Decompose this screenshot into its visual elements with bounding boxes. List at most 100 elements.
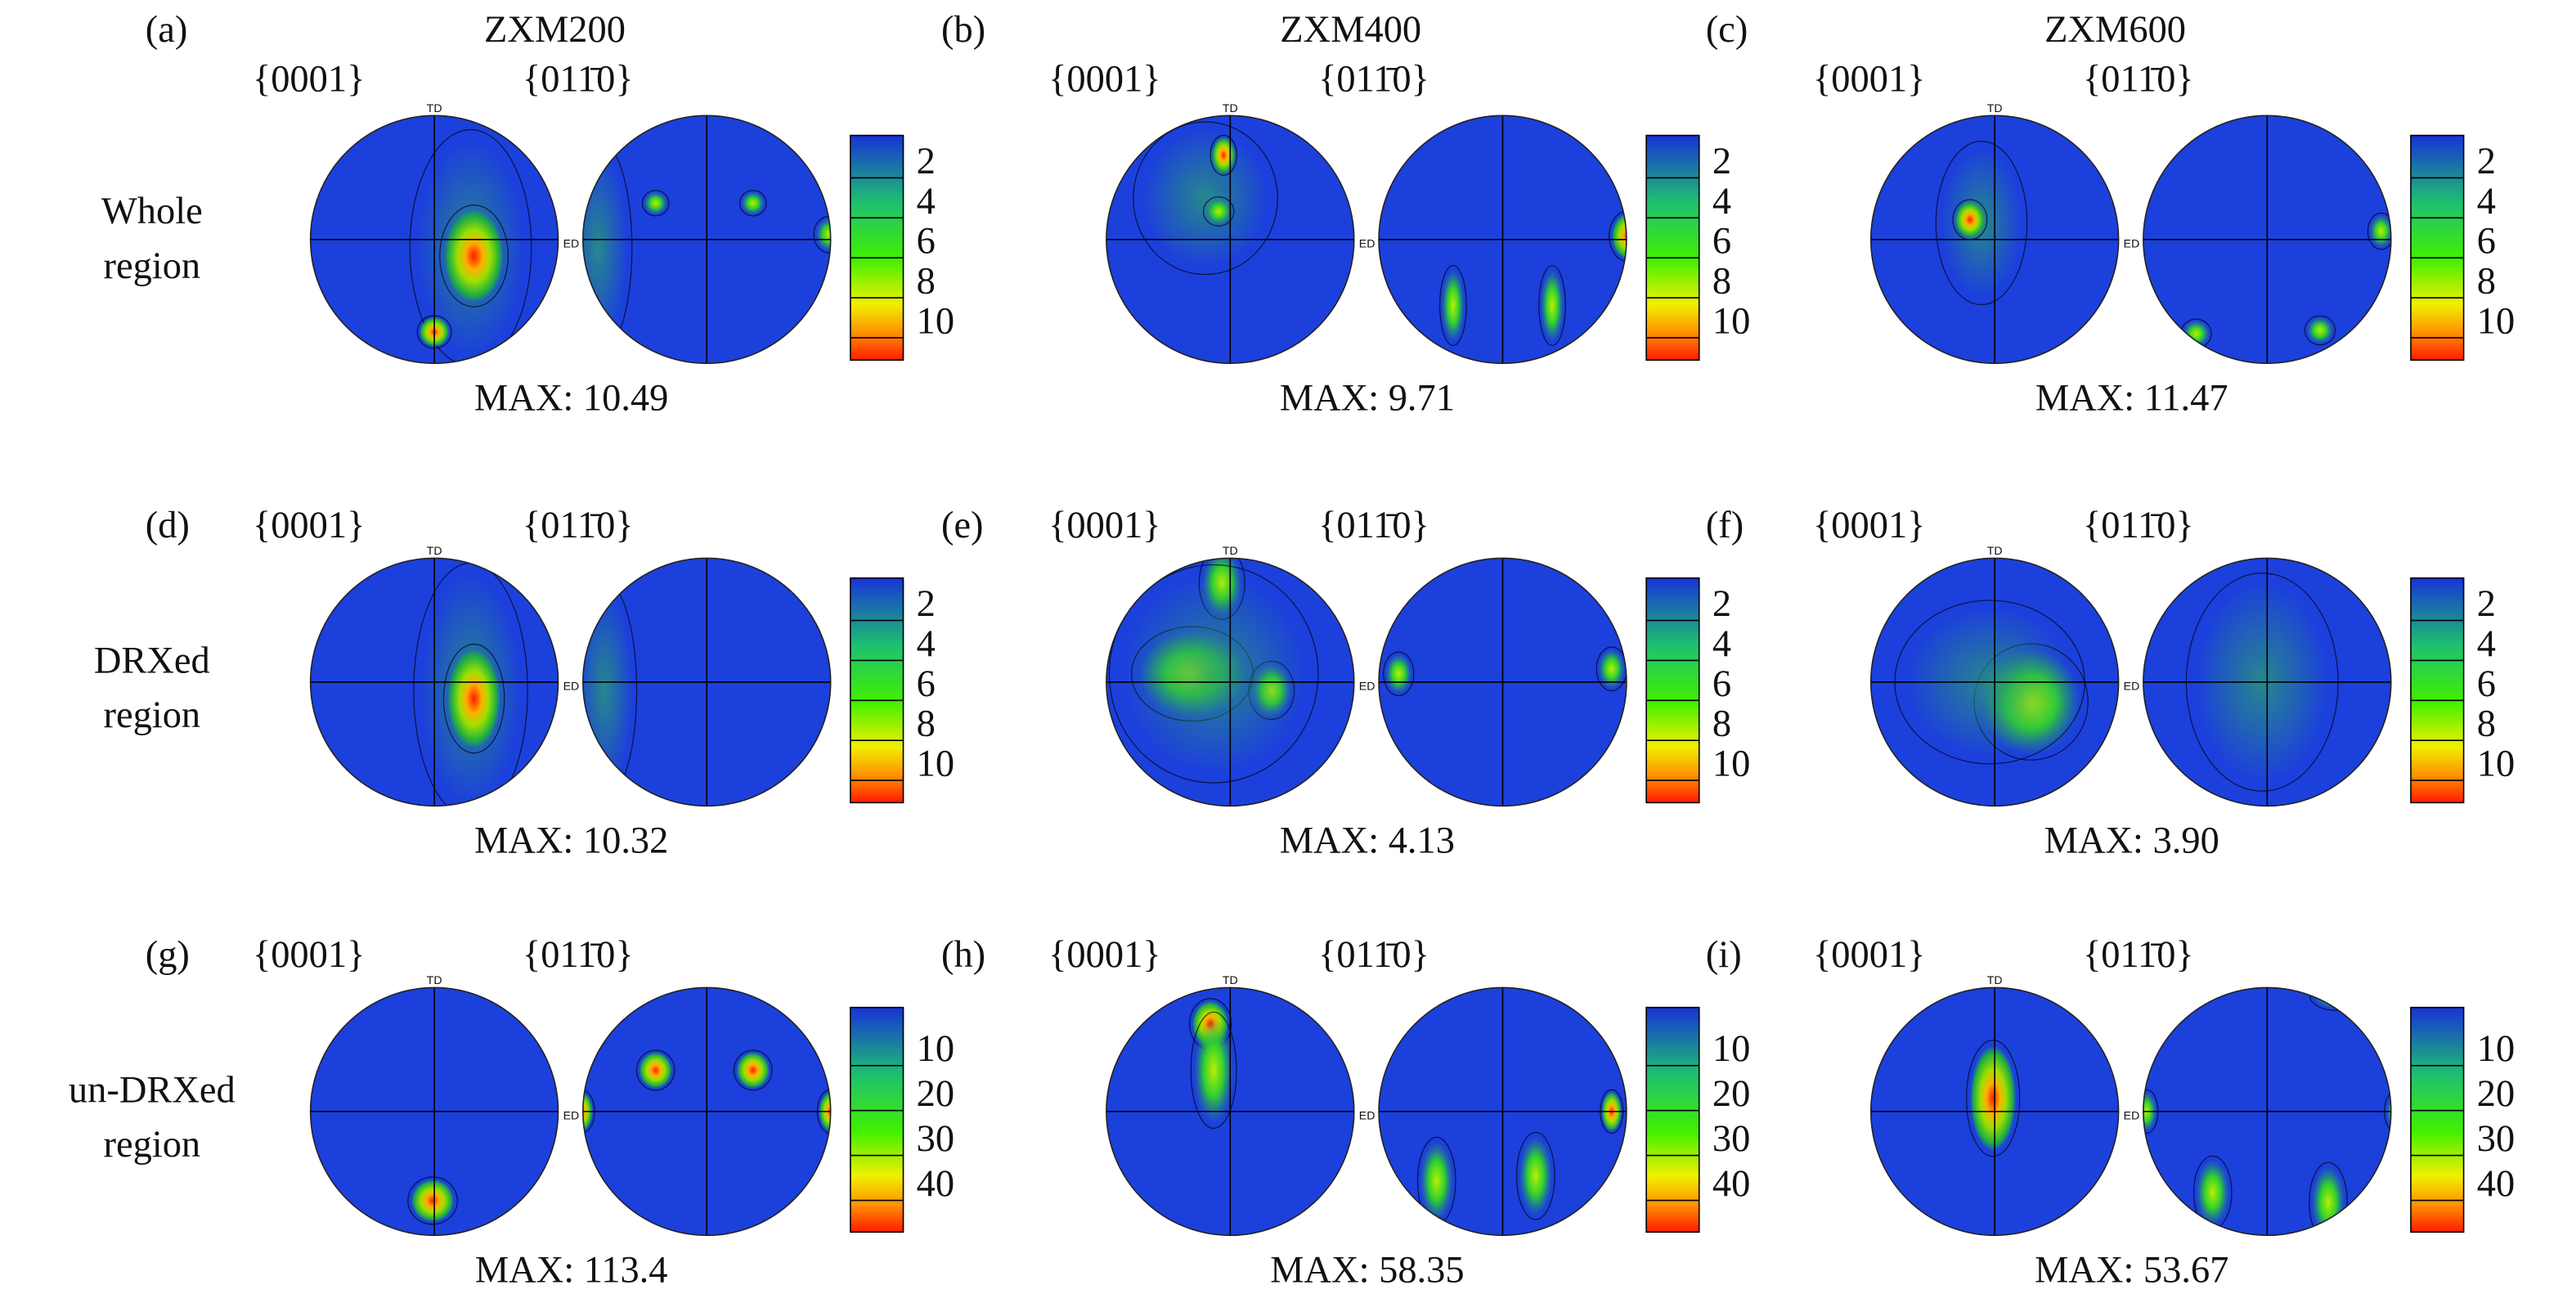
colorbar-label: 10 [917,1028,954,1070]
colorbar-label: 40 [917,1163,954,1205]
panel-letter: (h) [941,934,985,976]
pole-figure-rim [2143,115,2392,365]
texture-contour [1108,564,1319,784]
texture-contour [1133,121,1278,276]
colorbar-label: 20 [2477,1073,2515,1115]
texture-blob [1969,1045,2017,1152]
texture-contour [1609,210,1627,263]
colorbar-label: 8 [917,703,936,745]
texture-contour [1439,265,1467,347]
pole-figure-label: {0001} [1813,505,1925,546]
texture-contour [1203,196,1235,227]
colorbar-label: 4 [917,623,936,665]
texture-contour [1538,265,1566,347]
texture-contour [733,1049,773,1091]
td-label: TD [1223,544,1238,557]
pole-figure-rim [1106,115,1355,365]
td-label: TD [427,973,442,986]
pole-figure-rim [2143,986,2392,1237]
texture-layer [1439,210,1627,347]
colorbar [850,134,904,361]
texture-blob [1385,654,1412,694]
colorbar [2410,1006,2465,1233]
column-title: ZXM400 [1280,9,1421,51]
colorbar-label: 8 [917,261,936,303]
colorbar-label: 4 [2477,181,2496,222]
colorbar-label: 20 [917,1073,954,1115]
texture-layer [407,1176,458,1225]
texture-blob [1540,269,1564,342]
colorbar-label: 30 [1712,1118,1750,1160]
texture-blob [447,649,500,748]
colorbar-label: 8 [2477,261,2496,303]
pole-figure-label: {0001} [1813,934,1925,976]
colorbar-label: 2 [1712,583,1731,625]
texture-blob [741,191,765,215]
max-label: MAX: 11.47 [2035,377,2228,419]
texture-contour [1935,141,2028,306]
texture-contour [1966,1040,2021,1157]
colorbar [2410,577,2465,804]
texture-contour [2309,987,2364,1011]
ed-label: ED [2124,1109,2140,1122]
colorbar-label: 10 [2477,1028,2515,1070]
texture-blob [1519,1136,1553,1216]
pole-figure-rim [1869,986,2120,1237]
pole-figure-rim [2143,557,2392,807]
texture-blob [1193,1017,1234,1124]
ed-label: ED [563,1109,580,1122]
colorbar-label: 10 [2477,300,2515,342]
td-label: TD [427,544,442,557]
pole-figure-label: {011̄0} [523,934,634,976]
pole-figure-rim [1106,557,1355,807]
max-label: MAX: 113.4 [475,1249,668,1291]
texture-blob [815,218,831,251]
pole-figure-rim [309,557,559,807]
pole-figure-rim [309,986,559,1237]
texture-blob [1212,137,1236,174]
texture-blob [1420,1141,1453,1221]
pole-figure-rim [1106,986,1355,1237]
texture-blob [582,148,628,348]
pole-figure-rim [582,115,832,365]
pole-figure-label: {0001} [253,934,365,976]
colorbar-label: 30 [917,1118,954,1160]
colorbar-label: 4 [2477,623,2496,665]
colorbar-label: 10 [2477,744,2515,785]
texture-contour [407,1176,458,1225]
texture-blob [1598,649,1625,689]
texture-contour [1190,1011,1237,1130]
row-label: DRXed [94,640,210,681]
pole-figure-rim [1378,115,1627,365]
pole-figure-label: {011̄0} [2083,934,2194,976]
texture-contour [1595,646,1627,692]
row-label: region [104,694,201,736]
texture-contour [738,190,767,217]
max-label: MAX: 10.32 [474,820,668,861]
pole-figure-label: {011̄0} [2083,505,2194,546]
max-label: MAX: 58.35 [1270,1249,1464,1291]
colorbar-label: 6 [917,221,936,263]
colorbar-label: 2 [917,141,936,182]
colorbar-label: 10 [1712,744,1750,785]
pole-figure-rim [1869,557,2120,807]
panel-letter: (b) [941,9,985,51]
pole-figure-rim [582,986,832,1237]
colorbar-label: 40 [2477,1163,2515,1205]
row-label: un-DRXed [69,1069,236,1111]
pole-figure-label: {011̄0} [2083,59,2194,101]
texture-contour [641,190,670,217]
colorbar-label: 2 [2477,141,2496,182]
pole-figure-rim [309,115,559,365]
texture-layer [1133,121,1278,276]
colorbar-label: 2 [2477,583,2496,625]
colorbar-label: 4 [917,181,936,222]
colorbar-label: 10 [1712,300,1750,342]
panel-letter: (g) [146,934,190,976]
colorbar-label: 2 [917,583,936,625]
texture-blob [2313,987,2360,1009]
texture-blob [736,1052,770,1089]
